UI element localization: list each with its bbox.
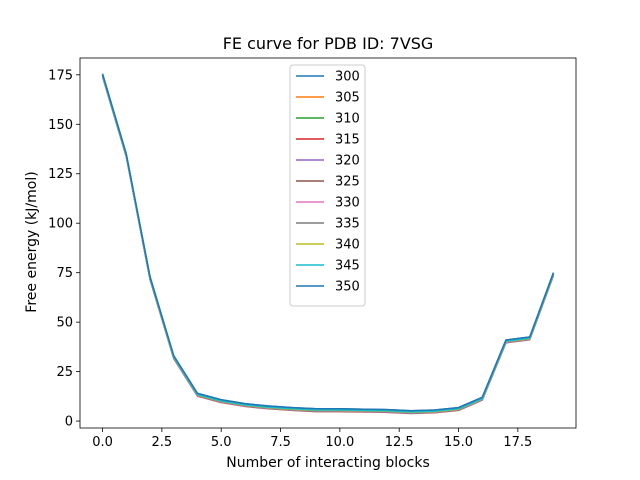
x-tick-label: 2.5: [152, 435, 173, 450]
legend-label-305: 305: [335, 91, 360, 106]
series-line-350: [101, 73, 555, 412]
legend-label-315: 315: [335, 133, 360, 148]
y-tick-label: 25: [56, 365, 73, 380]
y-tick-label: 125: [48, 167, 73, 182]
legend-box: [289, 64, 366, 307]
x-tick-label: 10.0: [325, 435, 354, 450]
legend-label-330: 330: [335, 196, 360, 211]
x-tick-label: 12.5: [385, 435, 414, 450]
series-lines: [101, 73, 555, 415]
y-tick-label: 100: [48, 217, 73, 232]
axes-frame: [79, 57, 577, 429]
legend-label-300: 300: [335, 70, 360, 85]
legend-label-325: 325: [335, 175, 360, 190]
axes: 0.0 2.5 5.0 7.5 10.0 12.5 15.0 17.5 0 25 50 75 100 12…: [48, 57, 577, 450]
legend-label-340: 340: [335, 238, 360, 253]
y-axis-label: Free energy (kJ/mol): [24, 171, 40, 312]
legend-label-345: 345: [335, 259, 360, 274]
legend-label-320: 320: [335, 154, 360, 169]
chart-title: FE curve for PDB ID: 7VSG: [223, 34, 434, 53]
x-axis-label: Number of interacting blocks: [226, 455, 430, 471]
y-tick-label: 50: [56, 316, 73, 331]
legend-label-350: 350: [335, 280, 360, 295]
y-tick-label: 175: [48, 68, 73, 83]
x-tick-label: 17.5: [503, 435, 532, 450]
legend-label-310: 310: [335, 112, 360, 127]
x-tick-label: 15.0: [444, 435, 473, 450]
x-tick-label: 5.0: [211, 435, 232, 450]
x-tick-label: 7.5: [270, 435, 291, 450]
legend-label-335: 335: [335, 217, 360, 232]
x-tick-label: 0.0: [92, 435, 113, 450]
y-tick-label: 75: [56, 266, 73, 281]
y-tick-label: 150: [48, 118, 73, 133]
legend: 300 305 310 315 320 325 330 335 340 345 350: [289, 64, 366, 307]
y-tick-label: 0: [65, 415, 73, 430]
